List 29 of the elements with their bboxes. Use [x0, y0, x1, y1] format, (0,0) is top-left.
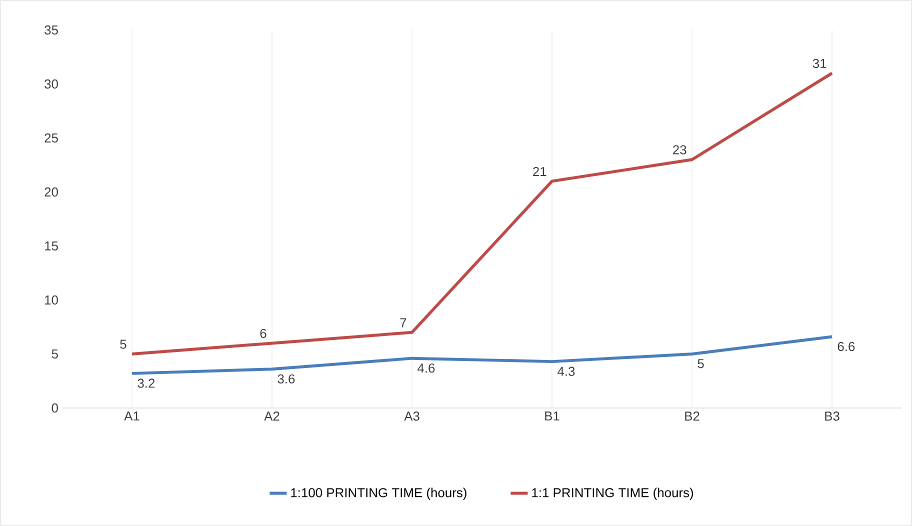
x-tick-label: A2: [264, 412, 280, 421]
x-tick-label: B1: [545, 412, 560, 420]
y-tick-label: 15: [45, 241, 58, 251]
y-tick-label: 25: [44, 133, 58, 143]
x-tick-label: B3: [825, 412, 840, 421]
data-label: 21: [533, 166, 546, 176]
data-label: 5: [120, 340, 126, 349]
legend-label: 1:1 PRINTING TIME (hours): [532, 488, 694, 500]
y-tick-label: 20: [44, 187, 58, 197]
data-label: 5: [698, 359, 704, 368]
y-tick-label: 5: [52, 349, 58, 359]
data-label: 6: [260, 328, 266, 338]
data-label: 3.6: [278, 374, 295, 384]
legend-label: 1:100 PRINTING TIME (hours): [291, 488, 466, 500]
data-label: 6.6: [838, 342, 855, 352]
data-label: 31: [812, 58, 826, 68]
y-tick-label: 0: [52, 403, 58, 413]
y-tick-label: 10: [45, 295, 58, 305]
data-label: 3.2: [138, 378, 155, 388]
x-tick-label: B2: [685, 412, 700, 421]
x-tick-label: A1: [124, 412, 140, 420]
y-tick-label: 30: [44, 79, 58, 89]
data-label: 4.3: [558, 366, 575, 376]
x-tick-label: A3: [404, 412, 420, 421]
y-tick-label: 35: [44, 25, 58, 35]
data-label: 7: [400, 318, 406, 328]
line-series: [130, 72, 834, 356]
data-label: 4.6: [418, 364, 435, 373]
data-label: 23: [673, 145, 686, 154]
